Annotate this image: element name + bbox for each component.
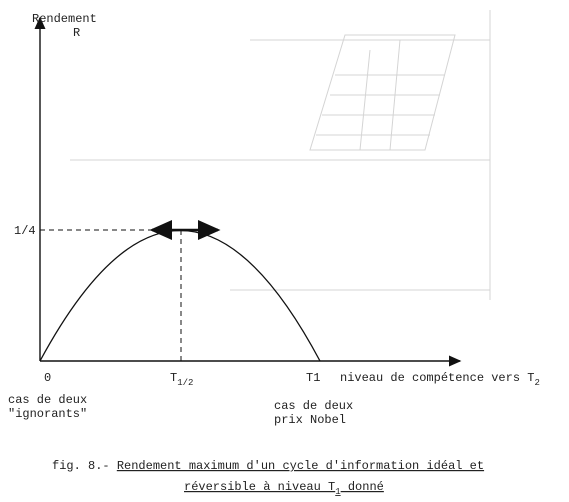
caption-end: donné — [341, 480, 384, 494]
subscript: 1 — [335, 487, 340, 497]
annotation: cas de deux — [8, 393, 87, 407]
x-tick-label: 0 — [44, 371, 51, 385]
annotation: "ignorants" — [8, 407, 87, 421]
annotation: cas de deux — [274, 399, 353, 413]
subscript: 2 — [534, 378, 539, 388]
y-axis-symbol: R — [73, 26, 80, 40]
subscript: 1/2 — [177, 378, 193, 388]
caption-prefix: fig. 8.- — [52, 459, 117, 473]
caption: réversible à niveau T1 donné — [184, 480, 384, 497]
y-axis-title: Rendement — [32, 12, 97, 26]
bleed-through — [70, 10, 491, 300]
x-tick-label: T1 — [306, 371, 320, 385]
caption-line: réversible à niveau T — [184, 480, 335, 494]
caption: fig. 8.- Rendement maximum d'un cycle d'… — [52, 459, 484, 473]
x-tick-label: T — [170, 371, 177, 385]
x-axis-title: niveau de compétence vers T2 — [340, 371, 540, 388]
annotation: prix Nobel — [274, 413, 346, 427]
x-axis-title: niveau de compétence vers T — [340, 371, 534, 385]
x-tick-label: T1/2 — [170, 371, 193, 388]
caption-line: Rendement maximum d'un cycle d'informati… — [117, 459, 484, 473]
y-tick-label: 1/4 — [14, 224, 36, 238]
